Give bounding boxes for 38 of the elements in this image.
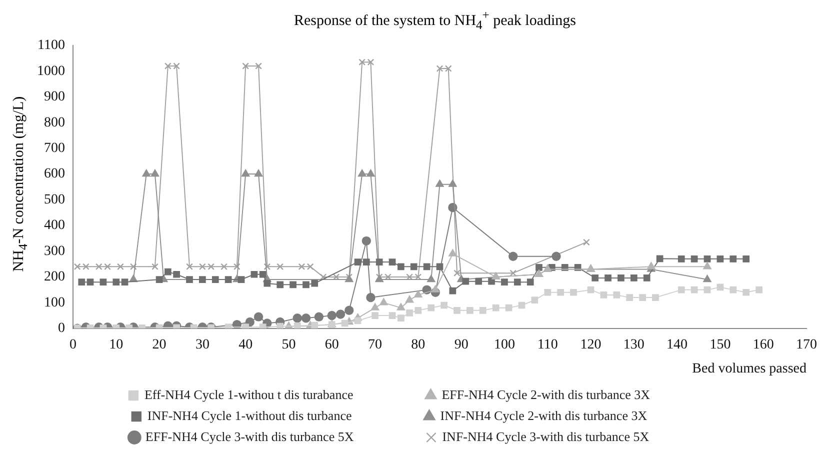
legend-label: INF-NH4 Cycle 2-with dis turbance 3X bbox=[440, 408, 712, 423]
x-tick-label: 70 bbox=[368, 337, 382, 352]
y-tick-label: 900 bbox=[44, 90, 65, 105]
x-tick-label: 130 bbox=[623, 337, 644, 352]
x-tick-label: 110 bbox=[537, 337, 558, 352]
y-tick-label: 800 bbox=[44, 115, 65, 130]
x-tick-label: 150 bbox=[710, 337, 731, 352]
x-tick-label: 120 bbox=[580, 337, 602, 352]
legend-label: INF-NH4 Cycle 3-with dis turbance 5X bbox=[442, 428, 714, 444]
x-tick-label: 0 bbox=[70, 337, 76, 352]
legend-label: INF-NH4 Cycle 1-without dis turbance bbox=[147, 408, 417, 423]
y-tick-label: 100 bbox=[44, 295, 65, 310]
x-tick-label: 30 bbox=[195, 337, 210, 352]
y-tick-label: 700 bbox=[44, 140, 65, 156]
y-tick-label: 1000 bbox=[37, 64, 65, 79]
x-tick-label: 20 bbox=[152, 337, 166, 352]
x-tick-label: 90 bbox=[454, 337, 468, 352]
legend-label: Eff-NH4 Cycle 1-withou t dis turabance bbox=[144, 386, 418, 402]
y-tick-label: 1100 bbox=[38, 38, 65, 54]
x-tick-label: 100 bbox=[494, 337, 515, 352]
x-tick-label: 10 bbox=[109, 337, 124, 352]
chart-title: Response of the system to NH$_{4}$$^{+}$ peak loadings bbox=[292, 8, 578, 34]
y-tick-label: 200 bbox=[44, 270, 65, 285]
y-tick-label: 600 bbox=[44, 166, 65, 182]
y-tick-label: 400 bbox=[44, 218, 65, 234]
legend-label: EFF-NH4 Cycle 2-with dis turbance 3X bbox=[442, 386, 716, 402]
x-tick-label: 40 bbox=[238, 337, 253, 352]
x-tick-label: 160 bbox=[752, 337, 774, 352]
legend-label: EFF-NH4 Cycle 3-with dis turbance 5X bbox=[145, 428, 419, 444]
x-axis-title: Bed volumes passed bbox=[692, 361, 806, 376]
x-tick-label: 140 bbox=[666, 337, 688, 352]
x-tick-label: 80 bbox=[411, 337, 426, 352]
y-tick-label: 300 bbox=[44, 244, 65, 259]
x-tick-label: 60 bbox=[324, 337, 339, 352]
x-tick-label: 170 bbox=[796, 337, 817, 352]
x-tick-label: 50 bbox=[282, 337, 296, 352]
y-tick-label: 500 bbox=[44, 192, 65, 208]
y-tick-label: 0 bbox=[58, 321, 65, 336]
